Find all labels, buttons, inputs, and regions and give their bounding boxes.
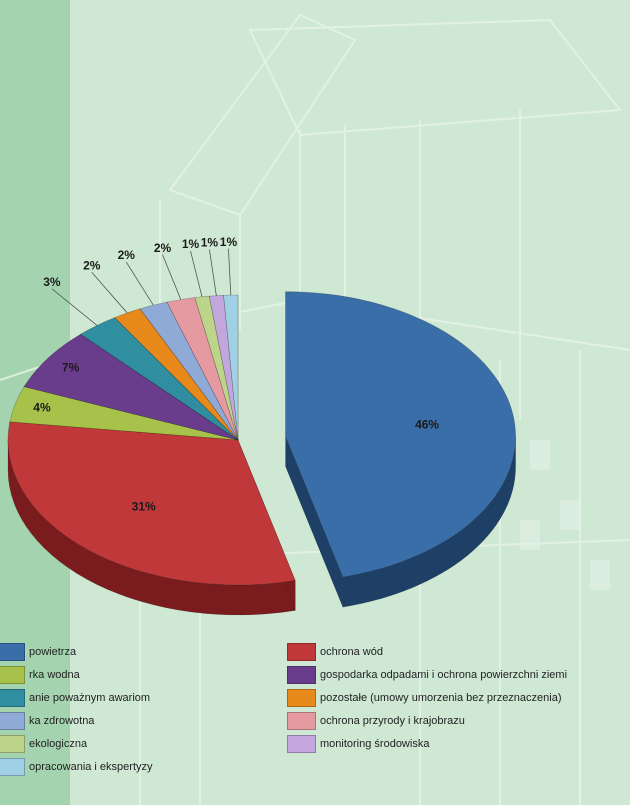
legend-left: powietrza rka wodna anie poważnym awariom k… [0, 640, 200, 778]
legend-swatch [287, 688, 316, 707]
pie-label-10: 1% [220, 235, 238, 249]
legend-label: gospodarka odpadami i ochrona powierzchn… [320, 668, 568, 681]
legend-label: rka wodna [29, 668, 80, 681]
legend-left-item: ekologiczna [0, 732, 200, 755]
pie-label-3: 7% [62, 360, 80, 374]
legend-swatch [0, 642, 25, 661]
legend-label: ochrona wód [320, 645, 383, 658]
pie-label-5: 2% [83, 258, 101, 272]
legend-swatch [0, 711, 25, 730]
pie-tops [7, 291, 516, 586]
pie-leader-line-7 [162, 254, 182, 300]
legend-label: anie poważnym awariom [29, 691, 151, 704]
pie-slice-2 [9, 386, 239, 441]
legend-right-item: monitoring środowiska [287, 732, 567, 755]
pie-label-4: 3% [43, 275, 61, 289]
legend-swatch [0, 757, 25, 776]
pie-label-6: 2% [118, 248, 136, 262]
legend-left-item: opracowania i ekspertyzy [0, 755, 200, 778]
legend-label: ka zdrowotna [29, 714, 95, 727]
pie-leader-line-6 [125, 261, 154, 306]
legend-swatch [287, 642, 316, 661]
legend-left-item: ka zdrowotna [0, 709, 200, 732]
legend-swatch [287, 734, 316, 753]
pie-label-7: 2% [154, 241, 172, 255]
legend-swatch [0, 688, 25, 707]
legend-label: opracowania i ekspertyzy [29, 760, 153, 773]
legend-right: ochrona wód gospodarka odpadami i ochrona… [287, 640, 567, 755]
legend-label: ochrona przyrody i krajobrazu [320, 714, 465, 727]
pie-label-0: 46% [415, 418, 439, 432]
pie-slice-3 [23, 333, 239, 441]
pie-label-1: 31% [132, 500, 156, 514]
legend-swatch [287, 711, 316, 730]
pie-labels: 46%31%4%7%3%2%2%2% 1% 1% 1% [33, 235, 439, 514]
legend-label: ekologiczna [29, 737, 88, 750]
pie-slice-6 [139, 301, 239, 441]
legend-swatch [287, 665, 316, 684]
legend-right-item: ochrona przyrody i krajobrazu [287, 709, 567, 732]
pie-slice-wall-0-1 [285, 436, 344, 608]
legend-swatch [0, 734, 25, 753]
legend-label: powietrza [29, 645, 77, 658]
pie-slice-0 [285, 291, 516, 578]
legend-left-item: powietrza [0, 640, 200, 663]
legend-label: pozostałe (umowy umorzenia bez przeznacz… [320, 691, 562, 704]
legend-left-item: anie poważnym awariom [0, 686, 200, 709]
legend-right-item: gospodarka odpadami i ochrona powierzchn… [287, 663, 567, 686]
legend-right-item: ochrona wód [287, 640, 567, 663]
pie-label-9: 1% [201, 236, 219, 250]
legend-right-item: pozostałe (umowy umorzenia bez przeznacz… [287, 686, 567, 709]
pie-slice-1 [7, 421, 296, 586]
pie-label-2: 4% [33, 400, 51, 414]
pie-slice-4 [79, 317, 239, 441]
pie-leader-line-8 [190, 250, 203, 297]
legend-label: monitoring środowiska [320, 737, 430, 750]
pie-leader-line-5 [91, 272, 128, 314]
legend-left-item: rka wodna [0, 663, 200, 686]
pie-leader-line-9 [209, 249, 217, 296]
legend-swatch [0, 665, 25, 684]
pie-label-8: 1% [182, 237, 200, 251]
pie-leader-line-10 [228, 248, 232, 296]
pie-leader-line-4 [51, 288, 98, 326]
